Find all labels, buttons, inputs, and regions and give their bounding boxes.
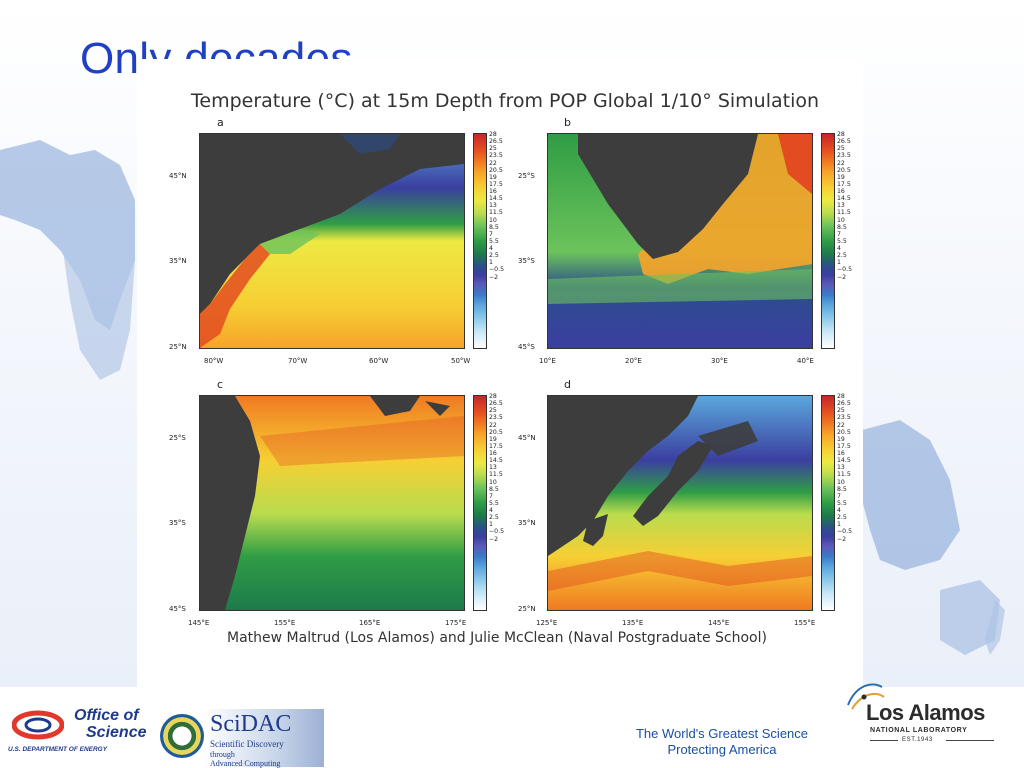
tagline: The World's Greatest Science Protecting … xyxy=(617,726,827,758)
scidac-name: SciDAC xyxy=(210,711,292,737)
panel-d-xtick: 125°E xyxy=(536,619,558,627)
panel-d-xtick: 145°E xyxy=(708,619,730,627)
panel-c-colorbar xyxy=(473,395,487,611)
panel-c-ytick: 45°S xyxy=(169,605,186,613)
panel-b-colorbar-labels: 28 26.5 25 23.5 22 20.5 19 17.5 16 14.5 13 11.5 10 8.… xyxy=(837,131,853,281)
office-line1: Office of xyxy=(74,707,139,724)
panel-a-map xyxy=(199,133,465,349)
figure-credit: Mathew Maltrud (Los Alamos) and Julie Mc… xyxy=(227,630,767,646)
panel-a-xtick: 70°W xyxy=(288,357,308,365)
panel-b-xtick: 10°E xyxy=(539,357,556,365)
lanl-est: EST.1943 xyxy=(902,737,933,743)
office-line2: Science xyxy=(86,724,147,741)
doe-ring-icon xyxy=(12,710,64,740)
panel-b-label: b xyxy=(564,116,571,129)
panel-a-xtick: 60°W xyxy=(369,357,389,365)
panel-a-xtick: 80°W xyxy=(204,357,224,365)
tagline-line2: Protecting America xyxy=(667,742,777,757)
panel-c-xtick: 145°E xyxy=(188,619,210,627)
panel-b-ytick: 45°S xyxy=(518,343,535,351)
temperature-figure: Temperature (°C) at 15m Depth from POP G… xyxy=(137,59,863,687)
scidac-logo: SciDAC Scientific Discovery through Adva… xyxy=(160,709,330,768)
panel-d-ytick: 35°N xyxy=(518,519,536,527)
panel-c-map xyxy=(199,395,465,611)
panel-d-label: d xyxy=(564,378,571,391)
panel-a-colorbar xyxy=(473,133,487,349)
divider xyxy=(870,740,898,741)
panel-d-colorbar-labels: 28 26.5 25 23.5 22 20.5 19 17.5 16 14.5 13 11.5 10 8.… xyxy=(837,393,853,543)
panel-a-xtick: 50°W xyxy=(451,357,471,365)
panel-b-map xyxy=(547,133,813,349)
scidac-line1: Scientific Discovery xyxy=(210,739,284,749)
panel-d-colorbar xyxy=(821,395,835,611)
lanl-sub: NATIONAL LABORATORY xyxy=(870,727,968,734)
office-of-science-logo: Office of Science U.S. DEPARTMENT OF ENE… xyxy=(8,707,158,757)
scidac-line2: through xyxy=(210,750,235,759)
panel-c-ytick: 35°S xyxy=(169,519,186,527)
los-alamos-logo: Los Alamos NATIONAL LABORATORY EST.1943 xyxy=(838,679,1018,759)
panel-b-xtick: 40°E xyxy=(797,357,814,365)
panel-b-ytick: 35°S xyxy=(518,257,535,265)
panel-a-ytick: 25°N xyxy=(169,343,187,351)
panel-b-xtick: 20°E xyxy=(625,357,642,365)
panel-c-xtick: 155°E xyxy=(274,619,296,627)
panel-b-ytick: 25°S xyxy=(518,172,535,180)
figure-title: Temperature (°C) at 15m Depth from POP G… xyxy=(191,90,820,112)
panel-d-ytick: 45°N xyxy=(518,434,536,442)
atom-icon xyxy=(847,683,885,710)
panel-c-label: c xyxy=(217,378,224,391)
scidac-banner xyxy=(204,709,324,767)
panel-c-xtick: 175°E xyxy=(445,619,467,627)
panel-a-ytick: 45°N xyxy=(169,172,187,180)
panel-a-colorbar-labels: 28 26.5 25 23.5 22 20.5 19 17.5 16 14.5 13 11.5 10 8.… xyxy=(489,131,505,281)
panel-d-ytick: 25°N xyxy=(518,605,536,613)
panel-c-ytick: 25°S xyxy=(169,434,186,442)
panel-a-label: a xyxy=(217,116,224,129)
doe-label: U.S. DEPARTMENT OF ENERGY xyxy=(8,746,108,753)
doe-seal-icon xyxy=(160,714,204,758)
divider xyxy=(946,740,994,741)
lanl-name: Los Alamos xyxy=(866,700,985,725)
tagline-line1: The World's Greatest Science xyxy=(635,726,809,741)
panel-c-colorbar-labels: 28 26.5 25 23.5 22 20.5 19 17.5 16 14.5 13 11.5 10 8.… xyxy=(489,393,505,543)
panel-b-colorbar xyxy=(821,133,835,349)
panel-d-map xyxy=(547,395,813,611)
panel-c-xtick: 165°E xyxy=(359,619,381,627)
panel-d-xtick: 155°E xyxy=(794,619,816,627)
panel-a-ytick: 35°N xyxy=(169,257,187,265)
panel-d-xtick: 135°E xyxy=(622,619,644,627)
scidac-line3: Advanced Computing xyxy=(210,759,281,768)
panel-b-xtick: 30°E xyxy=(711,357,728,365)
footer: Office of Science U.S. DEPARTMENT OF ENE… xyxy=(0,683,1024,768)
